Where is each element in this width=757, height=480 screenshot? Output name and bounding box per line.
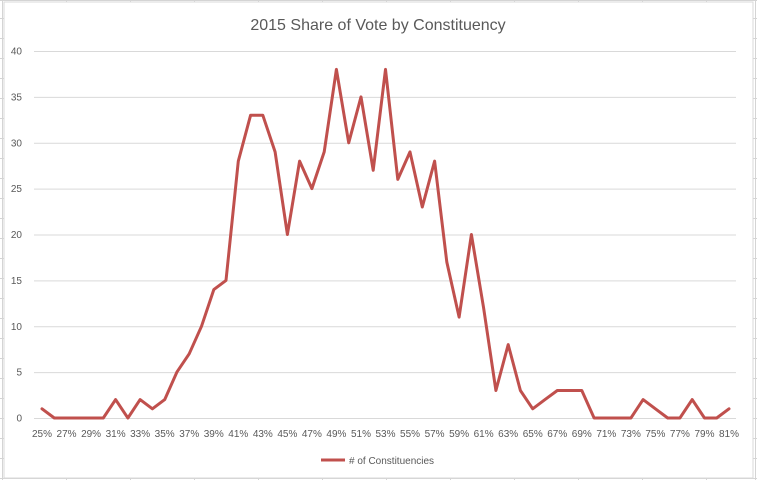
x-tick-label: 69% bbox=[572, 429, 592, 440]
y-tick-label: 0 bbox=[16, 414, 22, 425]
x-tick-label: 41% bbox=[228, 429, 248, 440]
x-tick-label: 31% bbox=[106, 429, 126, 440]
series-layer bbox=[40, 67, 731, 420]
x-tick-label: 77% bbox=[670, 429, 690, 440]
x-tick-label: 37% bbox=[179, 429, 199, 440]
legend[interactable]: # of Constituencies bbox=[321, 456, 434, 467]
x-tick-label: 81% bbox=[719, 429, 739, 440]
x-tick-label: 29% bbox=[81, 429, 101, 440]
x-tick-label: 51% bbox=[351, 429, 371, 440]
x-tick-label: 43% bbox=[253, 429, 273, 440]
x-axis-tick-labels: 25% 27% 29% 31% 33% 35% 37% 39% 41% 43% 45% 47% 49% 5… bbox=[32, 429, 739, 440]
x-tick-label: 75% bbox=[645, 429, 665, 440]
chart-area bbox=[3, 1, 754, 479]
y-tick-label: 5 bbox=[16, 368, 22, 379]
x-tick-label: 27% bbox=[57, 429, 77, 440]
x-tick-label: 39% bbox=[204, 429, 224, 440]
legend-label: # of Constituencies bbox=[349, 456, 434, 467]
y-tick-label: 40 bbox=[11, 47, 23, 58]
x-tick-label: 33% bbox=[130, 429, 150, 440]
x-tick-label: 67% bbox=[547, 429, 567, 440]
chart-title: 2015 Share of Vote by Constituency bbox=[250, 17, 505, 34]
x-tick-label: 63% bbox=[498, 429, 518, 440]
x-tick-label: 79% bbox=[694, 429, 714, 440]
x-tick-label: 57% bbox=[425, 429, 445, 440]
x-tick-label: 55% bbox=[400, 429, 420, 440]
x-tick-label: 59% bbox=[449, 429, 469, 440]
y-tick-label: 25 bbox=[11, 184, 23, 195]
y-axis-tick-labels: 0 5 10 15 20 25 30 35 40 bbox=[11, 47, 23, 425]
x-tick-label: 47% bbox=[302, 429, 322, 440]
x-tick-label: 73% bbox=[621, 429, 641, 440]
x-tick-label: 65% bbox=[523, 429, 543, 440]
x-tick-label: 49% bbox=[326, 429, 346, 440]
x-tick-label: 71% bbox=[596, 429, 616, 440]
y-tick-label: 30 bbox=[11, 138, 23, 149]
x-tick-label: 25% bbox=[32, 429, 52, 440]
series-line[interactable] bbox=[40, 67, 731, 420]
y-tick-label: 20 bbox=[11, 230, 23, 241]
x-tick-label: 61% bbox=[474, 429, 494, 440]
x-tick-label: 45% bbox=[277, 429, 297, 440]
y-tick-label: 10 bbox=[11, 322, 23, 333]
x-tick-label: 53% bbox=[375, 429, 395, 440]
x-tick-label: 35% bbox=[155, 429, 175, 440]
y-tick-label: 15 bbox=[11, 276, 23, 287]
y-tick-label: 35 bbox=[11, 92, 23, 103]
